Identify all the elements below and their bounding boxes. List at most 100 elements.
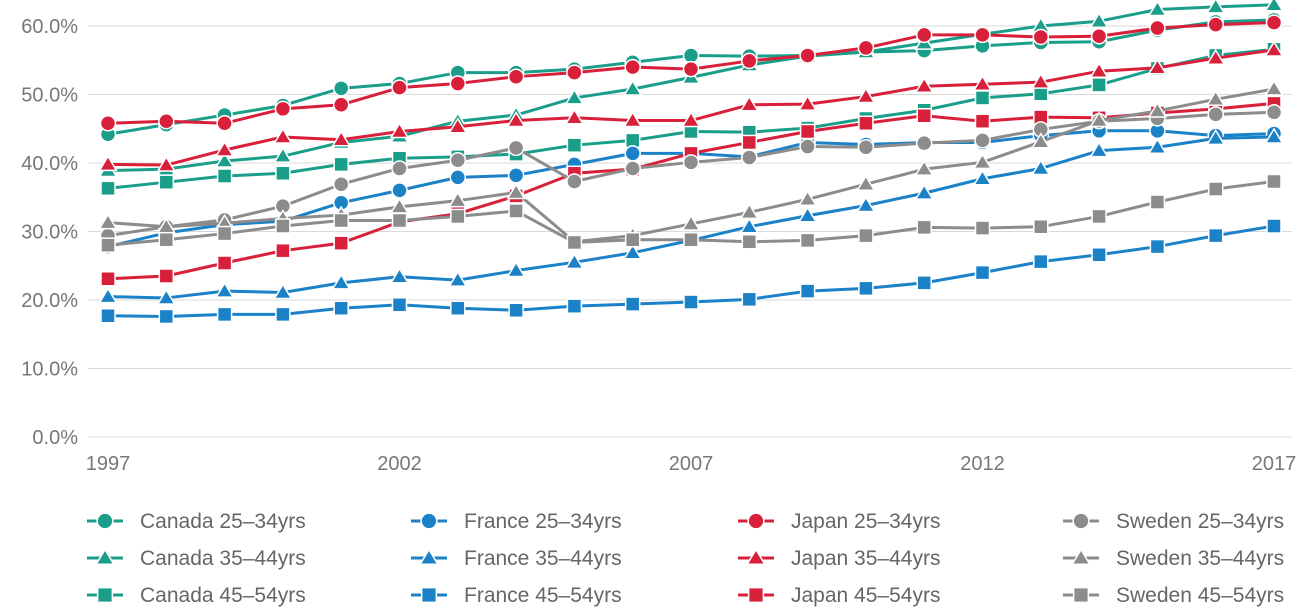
y-tick-label: 40.0% — [21, 153, 78, 175]
data-point-square — [333, 156, 349, 173]
data-point-square — [683, 231, 699, 248]
data-point-square — [1091, 77, 1107, 93]
series-sweden-45-54yrs — [100, 173, 1282, 253]
series-lines — [98, 0, 1284, 325]
data-point-triangle — [1147, 101, 1168, 118]
data-point-circle — [566, 64, 583, 81]
data-point-triangle — [156, 155, 177, 172]
data-point-square — [974, 264, 991, 281]
data-point-triangle — [214, 151, 235, 168]
data-point-square — [1266, 218, 1282, 234]
data-point-triangle — [856, 196, 876, 213]
y-tick-label: 30.0% — [21, 222, 78, 244]
data-point-square — [508, 302, 524, 319]
data-point-triangle — [273, 283, 293, 300]
legend-label: Canada 35–44yrs — [140, 547, 306, 570]
data-point-triangle — [914, 159, 934, 176]
legend-item: Canada 45–54yrs — [87, 584, 306, 607]
y-tick-label: 50.0% — [21, 85, 78, 107]
data-point-square — [1207, 227, 1224, 244]
data-point-circle — [682, 47, 700, 64]
data-point-circle — [799, 138, 816, 155]
data-point-triangle — [448, 191, 468, 208]
data-point-square — [1091, 247, 1107, 263]
data-point-triangle — [745, 548, 767, 566]
data-point-triangle — [797, 206, 818, 223]
data-point-triangle — [622, 111, 643, 128]
data-point-triangle — [914, 76, 934, 94]
x-tick-label: 2012 — [960, 453, 1005, 475]
data-point-square — [100, 271, 116, 287]
data-point-circle — [915, 134, 933, 152]
data-point-square — [333, 212, 349, 229]
data-point-triangle — [972, 152, 993, 170]
data-point-triangle — [1264, 0, 1284, 12]
data-point-triangle — [856, 174, 876, 191]
data-point-square — [1072, 586, 1090, 604]
data-point-square — [275, 242, 291, 259]
data-point-square — [974, 90, 991, 106]
data-point-circle — [1265, 14, 1283, 31]
data-point-triangle — [564, 108, 585, 125]
data-point-square — [100, 180, 116, 197]
data-point-triangle — [389, 267, 410, 284]
data-point-circle — [974, 26, 991, 44]
data-point-square — [391, 297, 408, 313]
data-point-triangle — [98, 287, 118, 304]
data-point-square — [1266, 173, 1282, 190]
data-point-circle — [624, 160, 641, 177]
data-point-circle — [391, 160, 408, 177]
data-point-square — [100, 237, 116, 253]
data-point-triangle — [94, 548, 116, 566]
data-point-circle — [974, 132, 991, 149]
data-point-square — [420, 586, 438, 604]
data-point-square — [216, 225, 233, 242]
data-point-triangle — [1031, 159, 1051, 176]
data-point-circle — [1090, 28, 1108, 45]
data-point-triangle — [1089, 111, 1109, 128]
data-point-square — [450, 300, 466, 316]
data-point-square — [858, 227, 874, 244]
data-point-circle — [507, 68, 525, 85]
data-point-circle — [1207, 16, 1224, 33]
data-point-square — [275, 165, 291, 182]
legend-item: Japan 35–44yrs — [738, 547, 940, 570]
data-point-triangle — [273, 146, 293, 163]
data-point-triangle — [1205, 89, 1226, 107]
data-point-circle — [624, 145, 641, 162]
legend-label: France 45–54yrs — [464, 584, 622, 607]
legend-label: Canada 25–34yrs — [140, 510, 306, 533]
series-japan-35-44yrs — [98, 40, 1284, 172]
data-point-circle — [449, 75, 467, 92]
data-point-triangle — [506, 261, 526, 278]
data-point-triangle — [98, 154, 118, 172]
data-point-square — [799, 232, 816, 249]
y-tick-label: 20.0% — [21, 290, 78, 312]
data-point-circle — [682, 154, 700, 171]
data-point-triangle — [856, 87, 876, 104]
data-point-circle — [507, 167, 525, 184]
data-point-square — [1149, 238, 1166, 255]
legend-item: Canada 35–44yrs — [87, 547, 306, 570]
data-point-square — [624, 231, 641, 248]
data-point-square — [741, 134, 758, 151]
data-point-circle — [96, 512, 114, 530]
data-point-square — [741, 234, 758, 250]
data-point-square — [799, 123, 816, 140]
data-point-triangle — [739, 202, 760, 220]
x-tick-label: 2002 — [377, 453, 422, 475]
data-point-triangle — [622, 79, 643, 96]
data-point-triangle — [739, 217, 760, 234]
data-point-square — [799, 283, 816, 299]
data-point-triangle — [1147, 58, 1168, 75]
data-point-square — [916, 107, 932, 124]
data-point-triangle — [98, 213, 118, 230]
data-point-square — [158, 308, 175, 325]
data-point-circle — [274, 100, 292, 118]
data-point-triangle — [914, 183, 934, 200]
data-point-square — [333, 300, 349, 316]
data-point-triangle — [1147, 0, 1168, 17]
data-point-square — [158, 268, 175, 284]
data-point-triangle — [1264, 79, 1284, 96]
data-point-circle — [449, 152, 467, 169]
